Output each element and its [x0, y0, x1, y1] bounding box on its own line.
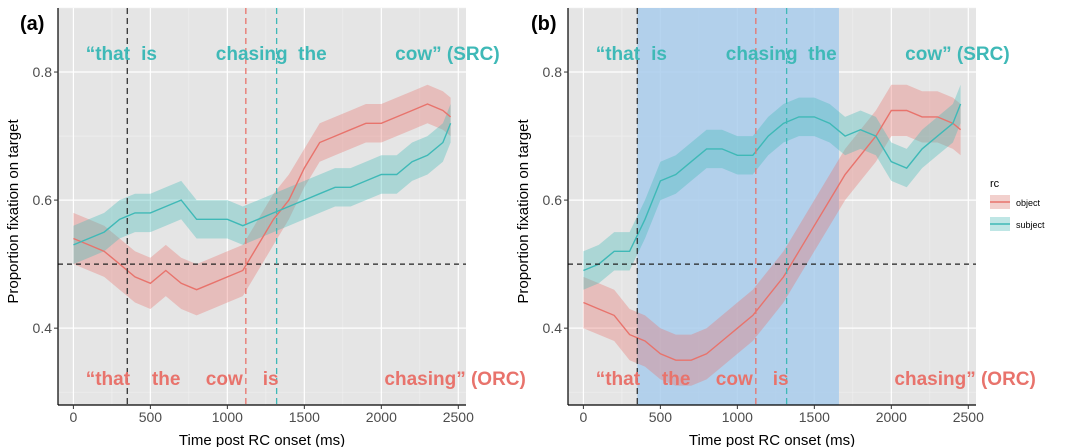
src-word: chasing: [216, 44, 288, 65]
x-tick-label: 1500: [289, 409, 320, 425]
panel-a: “that is chasing the cow” (SRC)“that the cow is…: [5, 7, 526, 447]
highlight-region: [637, 8, 839, 405]
y-tick-label: 0.6: [543, 192, 563, 208]
plot-background: [58, 8, 466, 405]
src-word: is: [651, 44, 667, 65]
legend-title: rc: [990, 178, 1000, 190]
src-word: “that: [596, 44, 641, 65]
series-line-object: [73, 103, 452, 291]
panel-label: (b): [531, 13, 557, 35]
series-line-subject: [73, 123, 452, 246]
series-line-object: [583, 109, 962, 361]
orc-word: is: [263, 369, 279, 390]
src-word: the: [808, 44, 837, 65]
panel-label: (a): [20, 13, 44, 35]
legend-label-subject: subject: [1016, 220, 1045, 230]
orc-word: chasing” (ORC): [894, 369, 1035, 390]
x-tick-label: 500: [139, 409, 163, 425]
x-tick-label: 2000: [366, 409, 397, 425]
src-word: “that: [86, 44, 131, 65]
x-tick-label: 1000: [212, 409, 243, 425]
x-tick-label: 2500: [443, 409, 474, 425]
y-tick-label: 0.4: [33, 320, 53, 336]
ribbon-subject: [73, 104, 451, 265]
ribbon-subject: [583, 84, 961, 290]
series-line-subject: [583, 103, 962, 272]
orc-word: cow: [206, 369, 243, 390]
src-word: is: [141, 44, 157, 65]
x-tick-label: 2500: [953, 409, 984, 425]
ribbon-object: [583, 84, 961, 386]
x-tick-label: 500: [649, 409, 673, 425]
y-tick-label: 0.8: [543, 64, 563, 80]
orc-word: cow: [716, 369, 753, 390]
orc-word: the: [152, 369, 181, 390]
x-axis-title: Time post RC onset (ms): [179, 432, 345, 447]
src-word: cow” (SRC): [395, 44, 500, 65]
x-tick-label: 2000: [876, 409, 907, 425]
y-tick-label: 0.8: [33, 64, 53, 80]
y-tick-label: 0.6: [33, 192, 53, 208]
y-tick-label: 0.4: [543, 320, 563, 336]
src-word: the: [298, 44, 327, 65]
src-word: chasing: [726, 44, 798, 65]
orc-word: chasing” (ORC): [384, 369, 525, 390]
x-tick-label: 1500: [799, 409, 830, 425]
x-tick-label: 0: [579, 409, 587, 425]
orc-word: the: [662, 369, 691, 390]
x-tick-label: 1000: [722, 409, 753, 425]
ribbon-object: [73, 84, 451, 316]
src-word: cow” (SRC): [905, 44, 1010, 65]
orc-word: is: [773, 369, 789, 390]
x-tick-label: 0: [69, 409, 77, 425]
orc-word: “that: [86, 369, 131, 390]
legend-label-object: object: [1016, 198, 1041, 208]
panel-b: “that is chasing the cow” (SRC)“that the cow is…: [515, 7, 1036, 447]
orc-word: “that: [596, 369, 641, 390]
legend: rc object subject: [990, 178, 1045, 231]
y-axis-title: Proportion fixation on target: [5, 119, 22, 304]
x-axis-title: Time post RC onset (ms): [689, 432, 855, 447]
y-axis-title: Proportion fixation on target: [515, 119, 532, 304]
